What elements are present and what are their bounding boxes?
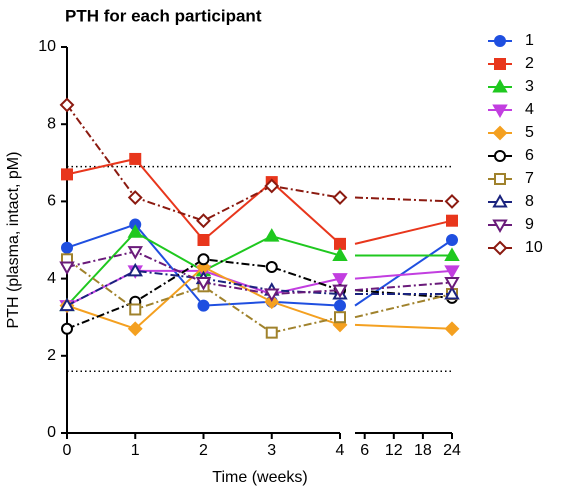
data-point xyxy=(264,228,280,242)
legend-label: 8 xyxy=(525,193,534,210)
y-tick-label: 8 xyxy=(47,115,56,132)
y-axis-label: PTH (plasma, intact, pM) xyxy=(5,152,22,329)
data-point xyxy=(197,234,210,246)
legend-marker xyxy=(494,150,506,162)
x-tick-label: 1 xyxy=(131,442,140,459)
data-point xyxy=(264,288,280,303)
series-line xyxy=(354,219,453,245)
data-point xyxy=(61,322,73,335)
legend-marker xyxy=(494,35,506,47)
data-point xyxy=(334,237,346,250)
data-point xyxy=(444,286,460,300)
data-point xyxy=(264,178,280,194)
y-tick-label: 6 xyxy=(47,193,56,210)
legend-label: 4 xyxy=(525,101,534,118)
data-point xyxy=(127,246,143,260)
legend-marker xyxy=(492,78,508,93)
legend-marker xyxy=(492,193,508,208)
y-tick-label: 2 xyxy=(47,347,56,364)
data-point xyxy=(444,321,460,337)
data-point xyxy=(127,321,143,337)
legend-marker xyxy=(494,173,506,185)
data-point xyxy=(197,253,210,266)
data-point xyxy=(446,234,458,246)
data-point xyxy=(332,247,348,261)
data-point xyxy=(61,168,73,181)
legend-marker xyxy=(492,104,508,119)
data-point xyxy=(196,213,211,229)
series-line xyxy=(354,269,453,280)
series-line xyxy=(66,104,341,222)
legend-label: 7 xyxy=(525,170,534,187)
data-point xyxy=(444,265,460,279)
legend-label: 9 xyxy=(525,216,534,233)
data-point xyxy=(59,261,75,276)
x-tick-label: 12 xyxy=(385,442,403,459)
data-point xyxy=(195,276,212,291)
y-tick-label: 0 xyxy=(47,424,56,441)
data-point xyxy=(127,190,143,205)
y-tick-label: 10 xyxy=(38,38,56,55)
data-point xyxy=(444,276,460,291)
legend-marker xyxy=(492,240,508,256)
y-tick-label: 4 xyxy=(47,270,56,287)
data-point xyxy=(59,97,75,113)
legend-label: 3 xyxy=(525,78,534,95)
x-axis-label: Time (weeks) xyxy=(212,469,307,486)
x-tick-label: 6 xyxy=(360,442,369,459)
data-point xyxy=(61,241,73,254)
chart-title: PTH for each participant xyxy=(65,6,262,25)
series-line xyxy=(66,157,341,245)
data-point xyxy=(332,273,348,287)
data-point xyxy=(334,299,346,312)
data-point xyxy=(129,303,142,316)
x-tick-label: 4 xyxy=(336,442,345,459)
legend-marker xyxy=(494,58,506,70)
x-tick-label: 24 xyxy=(443,442,461,459)
legend-label: 5 xyxy=(525,124,534,141)
legend-label: 2 xyxy=(525,55,534,72)
data-point xyxy=(59,297,75,312)
data-point xyxy=(334,311,346,324)
data-point xyxy=(265,261,278,274)
data-point xyxy=(265,326,278,339)
x-tick-label: 2 xyxy=(199,442,208,459)
data-point xyxy=(332,284,348,299)
data-point xyxy=(446,214,458,227)
series-line xyxy=(66,258,341,330)
data-point xyxy=(444,193,460,209)
x-tick-label: 18 xyxy=(414,442,432,459)
series-line xyxy=(354,281,453,292)
legend-label: 10 xyxy=(525,239,543,256)
x-tick-label: 0 xyxy=(63,442,72,459)
series-line xyxy=(354,196,453,203)
data-point xyxy=(127,224,143,238)
data-point xyxy=(127,262,143,277)
data-point xyxy=(197,299,210,312)
legend-label: 1 xyxy=(525,32,534,49)
legend-marker xyxy=(492,219,508,234)
legend-label: 6 xyxy=(525,147,534,164)
x-tick-label: 3 xyxy=(267,442,276,459)
series-line xyxy=(354,293,453,319)
data-point xyxy=(444,247,460,261)
data-point xyxy=(129,152,142,165)
series-line xyxy=(354,323,453,330)
legend-marker xyxy=(492,125,508,141)
data-point xyxy=(332,190,348,205)
